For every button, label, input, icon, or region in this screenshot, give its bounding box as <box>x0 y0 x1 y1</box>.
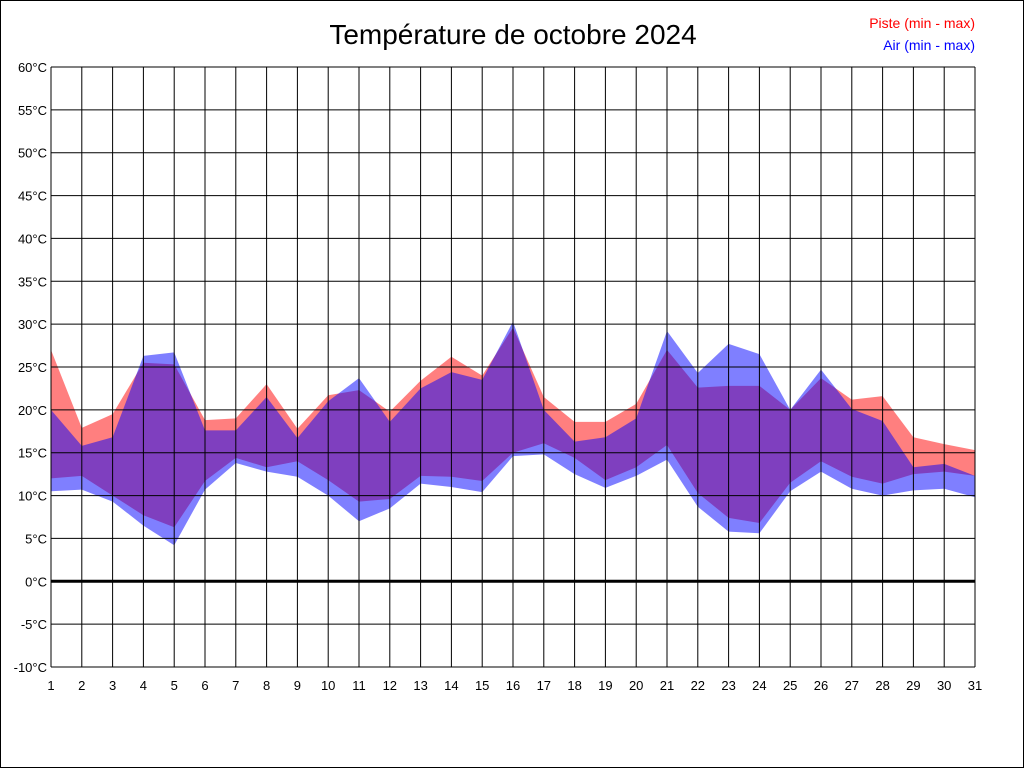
x-tick-label: 31 <box>968 678 982 693</box>
y-tick-label: 15°C <box>18 446 47 461</box>
x-tick-label: 22 <box>691 678 705 693</box>
x-tick-label: 4 <box>140 678 147 693</box>
x-tick-label: 24 <box>752 678 766 693</box>
y-tick-label: 55°C <box>18 103 47 118</box>
y-tick-label: 30°C <box>18 317 47 332</box>
x-tick-label: 5 <box>171 678 178 693</box>
x-tick-label: 6 <box>201 678 208 693</box>
x-tick-label: 27 <box>845 678 859 693</box>
x-tick-label: 1 <box>47 678 54 693</box>
y-tick-label: 5°C <box>25 531 47 546</box>
y-tick-label: 35°C <box>18 274 47 289</box>
x-tick-label: 23 <box>721 678 735 693</box>
y-tick-label: 10°C <box>18 489 47 504</box>
y-tick-label: 20°C <box>18 403 47 418</box>
x-tick-label: 18 <box>567 678 581 693</box>
y-tick-label: 50°C <box>18 146 47 161</box>
x-tick-label: 21 <box>660 678 674 693</box>
y-tick-label: 60°C <box>18 60 47 75</box>
y-tick-label: 40°C <box>18 231 47 246</box>
x-tick-label: 15 <box>475 678 489 693</box>
x-tick-label: 9 <box>294 678 301 693</box>
x-tick-label: 8 <box>263 678 270 693</box>
legend-piste: Piste (min - max) <box>869 15 975 31</box>
chart-title: Température de octobre 2024 <box>329 19 697 50</box>
x-tick-label: 14 <box>444 678 458 693</box>
x-tick-label: 3 <box>109 678 116 693</box>
x-tick-label: 26 <box>814 678 828 693</box>
x-tick-label: 30 <box>937 678 951 693</box>
x-tick-label: 29 <box>906 678 920 693</box>
y-tick-label: -5°C <box>21 617 47 632</box>
x-tick-label: 10 <box>321 678 335 693</box>
legend-air: Air (min - max) <box>883 37 975 53</box>
x-tick-label: 13 <box>413 678 427 693</box>
x-tick-label: 2 <box>78 678 85 693</box>
x-tick-label: 16 <box>506 678 520 693</box>
x-tick-label: 7 <box>232 678 239 693</box>
x-tick-label: 28 <box>875 678 889 693</box>
x-tick-label: 11 <box>352 678 366 693</box>
y-tick-label: 45°C <box>18 189 47 204</box>
x-tick-label: 17 <box>537 678 551 693</box>
y-tick-label: -10°C <box>14 660 47 675</box>
x-tick-label: 25 <box>783 678 797 693</box>
y-tick-label: 25°C <box>18 360 47 375</box>
y-tick-label: 0°C <box>25 574 47 589</box>
x-tick-label: 12 <box>383 678 397 693</box>
x-tick-label: 20 <box>629 678 643 693</box>
x-tick-label: 19 <box>598 678 612 693</box>
